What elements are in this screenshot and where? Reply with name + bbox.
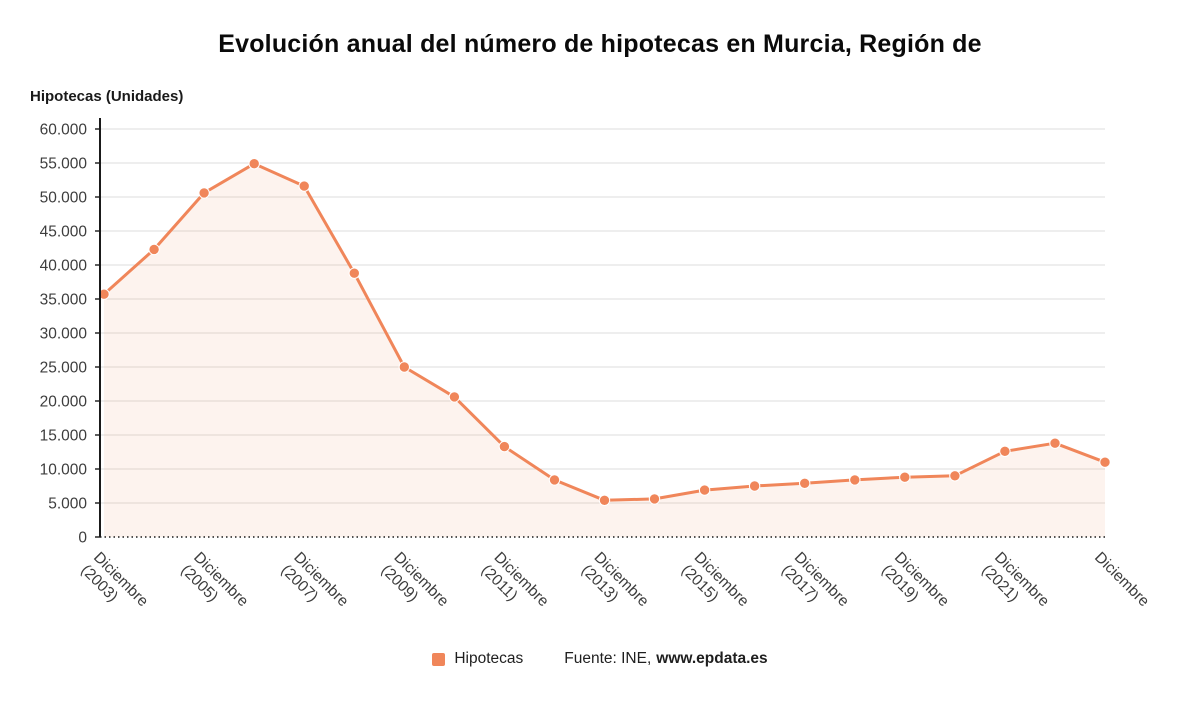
y-tick-label: 45.000 (40, 224, 88, 241)
legend: Hipotecas Fuente: INE, www.epdata.es (0, 650, 1200, 668)
chart-title: Evolución anual del número de hipotecas … (218, 30, 982, 58)
x-tick-label: Diciembre(2007) (278, 549, 352, 623)
x-tick-label: Diciembre(2009) (378, 549, 452, 623)
x-tick-label: Diciembre(2021) (978, 549, 1052, 623)
x-tick-label: Diciembre(2015) (678, 549, 752, 623)
data-point[interactable] (198, 187, 210, 199)
data-point[interactable] (598, 494, 611, 506)
data-point[interactable] (248, 158, 260, 170)
y-tick-label: 5.000 (48, 496, 87, 513)
data-point[interactable] (548, 474, 561, 486)
data-point[interactable] (1099, 456, 1111, 468)
x-tick-label: Diciembre(2003) (77, 549, 151, 623)
data-point[interactable] (999, 445, 1011, 457)
legend-label-hipotecas[interactable]: Hipotecas (454, 650, 524, 667)
data-point[interactable] (799, 477, 811, 489)
x-tick-label: Diciembre(2013) (578, 549, 652, 623)
data-point[interactable] (698, 484, 711, 496)
data-point[interactable] (298, 180, 310, 192)
data-point[interactable] (949, 470, 961, 482)
data-point[interactable] (348, 267, 360, 279)
data-point[interactable] (748, 480, 761, 492)
data-point[interactable] (899, 471, 911, 483)
data-point[interactable] (648, 493, 661, 505)
line-chart: 0 5.000 10.000 15.000 20.000 25.000 30.000 35.0… (40, 118, 1152, 623)
data-point[interactable] (398, 361, 410, 373)
y-tick-label: 30.000 (40, 326, 88, 343)
data-point[interactable] (849, 474, 861, 486)
data-point[interactable] (448, 391, 461, 403)
x-tick-label: Diciembre(2005) (177, 549, 251, 623)
y-tick-label: 25.000 (40, 360, 88, 377)
source-link[interactable]: www.epdata.es (656, 650, 768, 667)
y-tick-label: 15.000 (40, 428, 88, 445)
area-fill (104, 163, 1105, 537)
x-tick-label: Diciembre (1091, 549, 1152, 610)
y-tick-label: 60.000 (40, 122, 88, 139)
y-tick-label: 20.000 (40, 394, 88, 411)
legend-swatch-hipotecas[interactable] (432, 652, 446, 666)
x-tick-label: Diciembre(2019) (878, 549, 952, 623)
y-tick-label: 0 (78, 530, 87, 547)
y-tick-label: 10.000 (40, 462, 88, 479)
y-axis-title: Hipotecas (Unidades) (30, 88, 184, 105)
data-point[interactable] (148, 243, 160, 256)
data-point[interactable] (1049, 437, 1061, 449)
y-tick-label: 55.000 (40, 156, 88, 173)
y-tick-label: 50.000 (40, 190, 88, 207)
source-text: Fuente: INE, (564, 650, 652, 667)
x-tick-label: Diciembre(2011) (478, 549, 552, 623)
data-point[interactable] (98, 288, 110, 300)
y-tick-label: 40.000 (40, 258, 88, 275)
data-point[interactable] (498, 440, 511, 453)
x-tick-label: Diciembre(2017) (778, 549, 852, 623)
source: Fuente: INE, www.epdata.es (564, 650, 767, 668)
y-tick-label: 35.000 (40, 292, 88, 309)
